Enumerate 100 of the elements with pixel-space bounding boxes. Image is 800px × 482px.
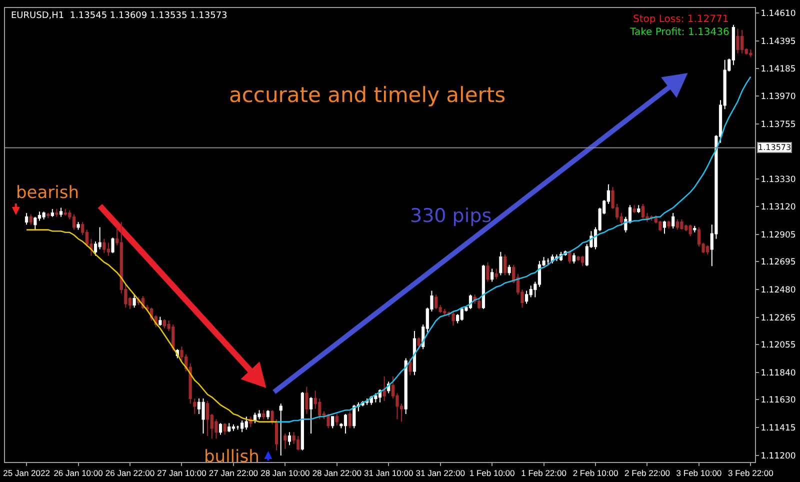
candlestick [482, 264, 485, 310]
x-tick-label: 25 Jan 2022 [3, 468, 50, 478]
candlestick [59, 207, 63, 218]
candlestick [262, 410, 266, 420]
candlestick [218, 422, 222, 436]
x-tick-label: 31 Jan 22:00 [416, 468, 466, 478]
candlestick [102, 238, 106, 254]
candlestick [76, 222, 80, 230]
candlestick [637, 204, 640, 214]
candlestick [42, 211, 46, 220]
candlestick [266, 410, 270, 420]
candlestick [106, 242, 110, 256]
x-tick-label: 26 Jan 22:00 [105, 468, 155, 478]
candlestick [749, 49, 752, 58]
candlestick [232, 424, 235, 432]
candlestick [417, 336, 420, 350]
candlestick [680, 218, 684, 230]
candlestick [452, 311, 455, 326]
y-tick-label: 1.11200 [760, 451, 796, 462]
candlestick [478, 298, 481, 310]
annotation: Take Profit: 1.13436 [629, 27, 730, 38]
candlestick [486, 262, 490, 282]
annotation: 330 pips [410, 205, 492, 227]
candlestick [202, 398, 205, 434]
candlestick [412, 330, 416, 376]
x-tick-label: 1 Feb 22:00 [521, 468, 567, 478]
x-tick-label: 26 Jan 10:00 [54, 468, 104, 478]
candlestick [25, 212, 28, 226]
x-tick-label: 27 Jan 22:00 [208, 468, 258, 478]
candlestick [29, 214, 32, 226]
candlestick [344, 414, 348, 434]
candlestick [193, 398, 196, 415]
candlestick [206, 400, 210, 437]
candlestick [672, 212, 675, 230]
annotation: bearish [16, 183, 80, 203]
candlestick [132, 294, 136, 308]
candlestick [279, 403, 282, 456]
candlestick [258, 410, 261, 420]
x-tick-label: 3 Feb 22:00 [728, 468, 774, 478]
candlestick [662, 220, 666, 234]
candlestick [688, 224, 692, 237]
candlestick [503, 254, 507, 276]
candlestick [305, 386, 308, 415]
candlestick [434, 294, 438, 310]
candlestick [309, 396, 313, 434]
y-tick-label: 1.14185 [760, 64, 796, 74]
y-tick-label: 1.11630 [760, 396, 796, 406]
candlestick [335, 414, 338, 426]
ref-line-label: 1.13573 [758, 143, 792, 152]
candlestick [55, 208, 58, 218]
candlestick [111, 237, 114, 254]
annotation: accurate and timely alerts [229, 83, 506, 107]
candlestick [494, 268, 498, 280]
candlestick [382, 376, 386, 402]
candlestick [50, 208, 54, 218]
candlestick [408, 358, 412, 376]
candlestick [667, 220, 670, 230]
candlestick [331, 416, 334, 429]
x-tick-label: 28 Jan 22:00 [312, 468, 362, 478]
candlestick [736, 28, 740, 54]
x-tick-label: 2 Feb 10:00 [572, 468, 618, 478]
candlestick [693, 225, 696, 233]
y-tick-label: 1.13970 [760, 92, 796, 102]
candlestick [326, 414, 330, 429]
candlestick [288, 432, 292, 446]
candlestick [223, 422, 226, 436]
x-tick-label: 31 Jan 10:00 [364, 468, 414, 478]
candlestick [632, 204, 636, 214]
y-tick-label: 1.12055 [760, 340, 796, 351]
chart-title: EURUSD,H1 1.13545 1.13609 1.13535 1.13573 [11, 11, 228, 21]
candlestick [499, 251, 502, 276]
x-tick-label: 27 Jan 10:00 [157, 468, 207, 478]
y-tick-label: 1.12265 [760, 313, 796, 324]
candlestick [404, 358, 408, 415]
candlestick [374, 392, 378, 403]
candlestick [300, 391, 304, 451]
candlestick [352, 404, 356, 429]
line-series [26, 229, 278, 422]
annotation: Stop Loss: 1.12771 [633, 14, 729, 25]
candlestick [508, 264, 511, 276]
x-tick-label: 28 Jan 10:00 [260, 468, 310, 478]
candlestick [490, 268, 494, 282]
candlestick [228, 422, 231, 433]
candlestick [158, 316, 162, 326]
annotation: bullish [204, 447, 260, 467]
candlestick [284, 432, 287, 450]
candlestick [270, 410, 274, 425]
candlestick [443, 308, 446, 316]
y-tick-label: 1.11840 [760, 368, 796, 378]
candlestick [64, 208, 67, 216]
candlestick [275, 418, 278, 451]
y-tick-label: 1.14395 [760, 37, 796, 48]
y-tick-label: 1.13120 [760, 202, 796, 212]
y-tick-label: 1.11415 [760, 424, 796, 434]
candlestick [240, 420, 244, 433]
y-tick-label: 1.13755 [760, 120, 796, 130]
y-tick-label: 1.12905 [760, 230, 796, 240]
x-tick-label: 1 Feb 10:00 [469, 468, 516, 478]
x-tick-label: 3 Feb 10:00 [676, 468, 722, 478]
y-tick-label: 1.12695 [760, 258, 796, 268]
